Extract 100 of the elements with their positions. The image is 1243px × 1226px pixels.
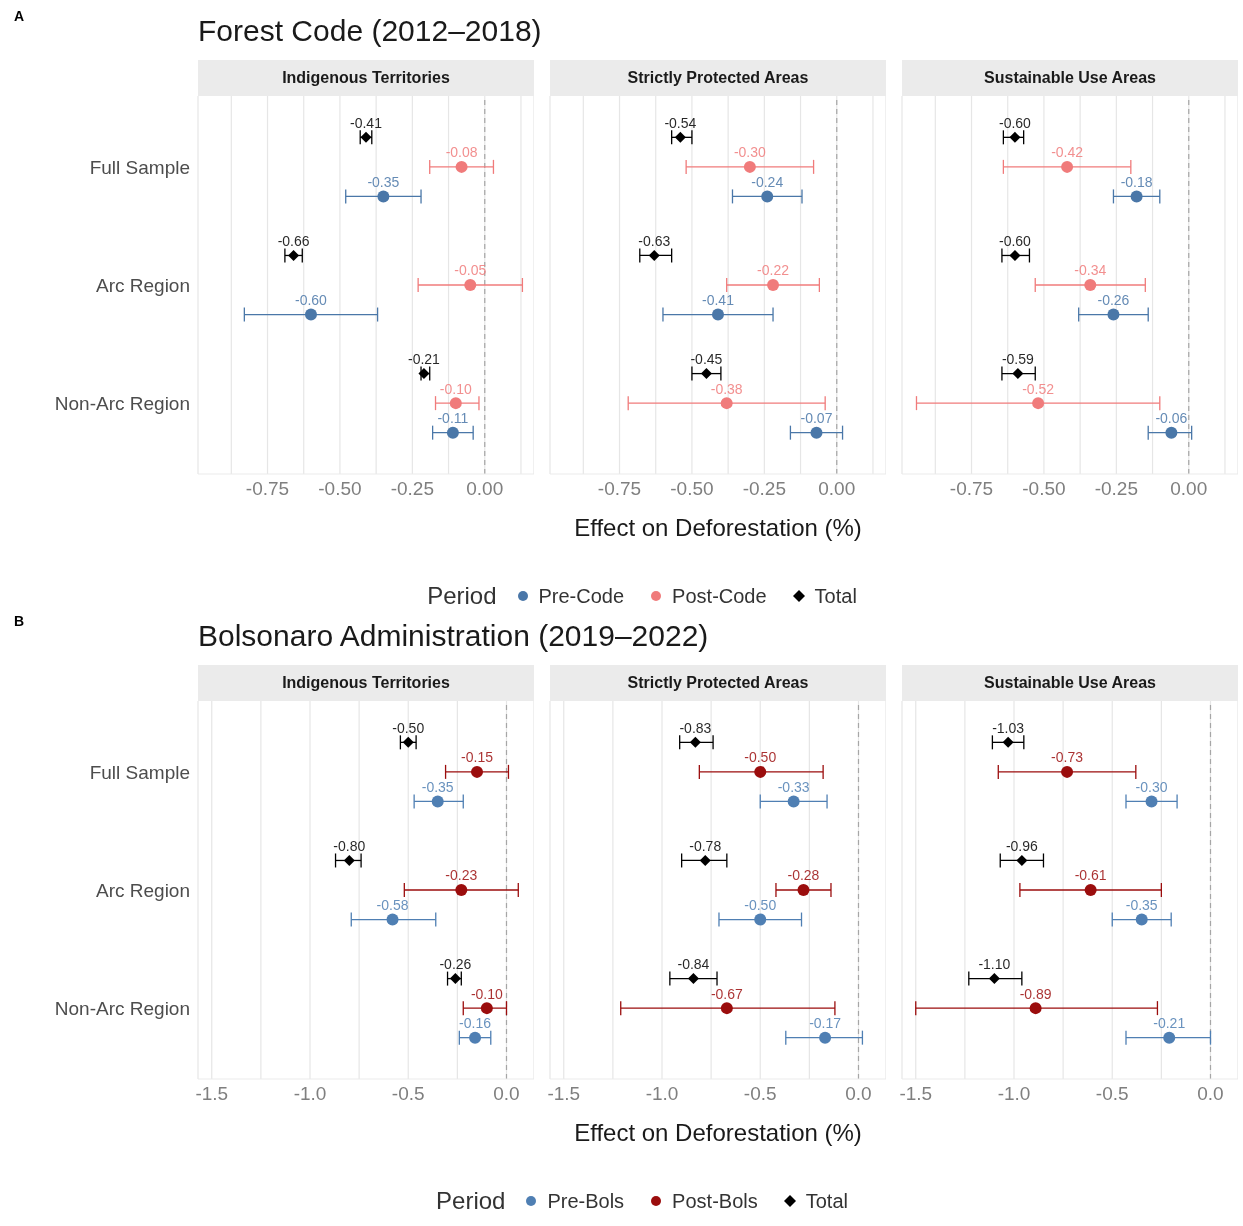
data-label: -0.16 [459,1015,492,1032]
legend-label: Total [805,1189,848,1213]
data-label: -0.58 [376,897,409,914]
x-tick-label: -0.25 [1094,478,1138,500]
x-tick-label: -0.5 [391,1083,425,1105]
x-tick-label: -0.25 [742,478,786,500]
x-tick-label: -1.5 [547,1083,581,1105]
legend-label: Pre-Bols [547,1189,625,1213]
data-label: -0.34 [1074,262,1107,279]
data-label: -0.78 [689,837,722,854]
data-label: -0.45 [690,351,723,368]
data-label: -0.60 [295,292,328,309]
x-axis-title: Effect on Deforestation (%) [574,1119,862,1148]
data-label: -0.84 [677,956,710,973]
data-label: -0.18 [1120,173,1153,190]
y-tick-label: Full Sample [89,761,190,783]
x-tick-label: -0.50 [1022,478,1066,500]
data-label: -0.24 [751,173,784,190]
legend-title: Period [427,582,497,610]
x-tick-label: -0.5 [1095,1083,1129,1105]
data-label: -0.35 [367,173,400,190]
y-tick-label: Non-Arc Region [54,997,190,1019]
data-label: -0.17 [809,1015,842,1032]
x-tick-label: -1.0 [645,1083,679,1105]
data-label: -0.22 [757,262,790,279]
x-tick-label: -0.75 [949,478,994,500]
x-axis-title: Effect on Deforestation (%) [574,514,862,543]
data-label: -0.26 [1097,292,1130,309]
data-label: -0.89 [1019,985,1052,1002]
data-label: -1.10 [978,956,1011,973]
data-label: -0.50 [744,897,777,914]
legend-title: Period [436,1187,506,1215]
data-label: -0.61 [1074,867,1107,884]
data-label: -0.96 [1005,837,1039,854]
data-label: -0.54 [664,114,697,131]
y-tick-label: Arc Region [96,274,190,296]
chart-title: Bolsonaro Administration (2019–2022) [198,619,709,653]
data-label: -0.35 [421,778,454,795]
chart-title: Forest Code (2012–2018) [198,14,542,48]
data-label: -0.10 [470,985,504,1002]
x-tick-label: -1.0 [997,1083,1031,1105]
data-label: -0.10 [439,380,472,397]
data-label: -0.63 [638,232,671,249]
data-label: -0.38 [710,380,743,397]
y-tick-label: Arc Region [96,879,190,901]
x-tick-label: -0.25 [390,478,434,500]
data-label: -0.73 [1051,749,1084,766]
data-label: -0.30 [1135,778,1168,795]
data-label: -0.41 [350,114,383,131]
data-label: -0.35 [1125,897,1158,914]
data-label: -0.21 [407,351,441,368]
data-label: -0.41 [702,292,735,309]
x-tick-label: 0.00 [1170,478,1208,500]
data-label: -0.33 [777,778,810,795]
legend-label: Post-Bols [672,1189,758,1213]
x-tick-label: 0.0 [493,1083,520,1105]
data-label: -0.28 [787,867,820,884]
data-label: -0.07 [800,410,833,427]
x-tick-label: 0.0 [1197,1083,1224,1105]
data-label: -0.67 [710,985,744,1002]
data-label: -0.11 [437,410,469,427]
x-tick-label: -0.50 [318,478,362,500]
data-label: -0.30 [733,144,767,161]
data-label: -0.60 [999,232,1032,249]
data-label: -0.06 [1155,410,1188,427]
x-tick-label: -0.75 [597,478,642,500]
data-label: -0.26 [439,956,472,973]
y-tick-label: Non-Arc Region [54,392,190,414]
x-tick-label: 0.0 [845,1083,872,1105]
chart-subtitle: Strictly Protected Areas [550,665,886,701]
legend-label: Total [814,584,857,608]
chart-subtitle: Sustainable Use Areas [902,60,1238,96]
chart-subtitle: Indigenous Territories [198,60,534,96]
data-label: -0.52 [1022,380,1055,397]
x-tick-label: -0.75 [245,478,290,500]
x-tick-label: -0.5 [743,1083,777,1105]
text: A [14,8,25,24]
data-label: -0.50 [392,719,425,736]
data-label: -1.03 [992,719,1025,736]
x-tick-label: -1.5 [899,1083,933,1105]
data-label: -0.21 [1153,1015,1186,1032]
y-tick-label: Full Sample [89,156,190,178]
data-label: -0.23 [445,867,478,884]
data-label: -0.59 [1001,351,1035,368]
data-label: -0.42 [1051,144,1084,161]
data-label: -0.83 [679,719,712,736]
chart-subtitle: Sustainable Use Areas [902,665,1238,701]
x-tick-label: 0.00 [466,478,504,500]
x-tick-label: -1.0 [293,1083,327,1105]
data-label: -0.66 [277,232,310,249]
data-label: -0.05 [454,262,487,279]
chart-subtitle: Strictly Protected Areas [550,60,886,96]
data-label: -0.08 [445,144,478,161]
x-tick-label: -1.5 [195,1083,229,1105]
data-label: -0.60 [999,114,1032,131]
x-tick-label: -0.50 [670,478,714,500]
legend-label: Post-Code [672,584,767,608]
x-tick-label: 0.00 [818,478,856,500]
legend-label: Pre-Code [538,584,625,608]
data-label: -0.50 [744,749,777,766]
